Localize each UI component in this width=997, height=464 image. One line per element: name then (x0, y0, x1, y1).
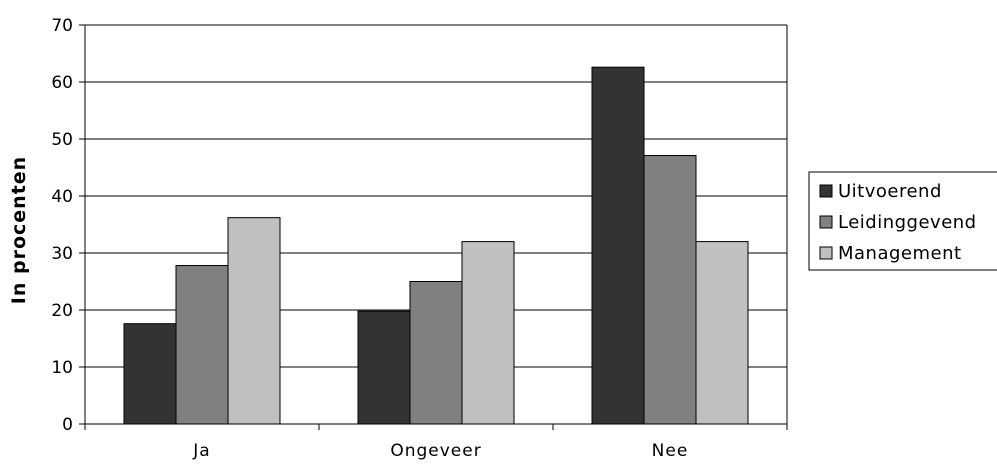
x-tick-label: Ja (192, 441, 210, 461)
legend-swatch (819, 215, 833, 229)
bar-leidinggevend-ja (175, 265, 229, 425)
bar-management-ongeveer (461, 241, 515, 425)
x-tick-label: Ongeveer (390, 441, 481, 461)
x-tick-labels: Ja Ongeveer Nee (192, 441, 689, 461)
y-tick-label: 70 (51, 16, 73, 36)
bar-management-ja (227, 217, 281, 425)
legend-label: Uitvoerend (838, 181, 942, 202)
legend-label: Management (838, 243, 962, 264)
bar-leidinggevend-nee (643, 155, 697, 425)
x-tick-label: Nee (652, 441, 689, 461)
axes (79, 24, 788, 430)
y-tick-label: 50 (51, 130, 73, 150)
bar-uitvoerend-ongeveer (357, 310, 411, 425)
bar-leidinggevend-ongeveer (409, 281, 463, 425)
bars (123, 66, 749, 425)
legend-swatch (819, 246, 833, 260)
y-tick-label: 0 (62, 415, 73, 435)
bar-uitvoerend-ja (123, 323, 177, 425)
y-tick-labels: 0 10 20 30 40 50 60 70 (51, 16, 73, 435)
y-tick-label: 20 (51, 301, 73, 321)
legend-box (808, 171, 997, 271)
y-tick-label: 30 (51, 244, 73, 264)
legend: Uitvoerend Leidinggevend Management (808, 171, 997, 271)
y-axis-label: In procenten (8, 156, 30, 304)
bar-management-nee (695, 241, 749, 425)
legend-label: Leidinggevend (838, 212, 977, 233)
y-tick-label: 40 (51, 187, 73, 207)
bar-uitvoerend-nee (591, 66, 645, 425)
legend-swatch (819, 184, 833, 198)
y-tick-label: 10 (51, 358, 73, 378)
y-tick-label: 60 (51, 73, 73, 93)
